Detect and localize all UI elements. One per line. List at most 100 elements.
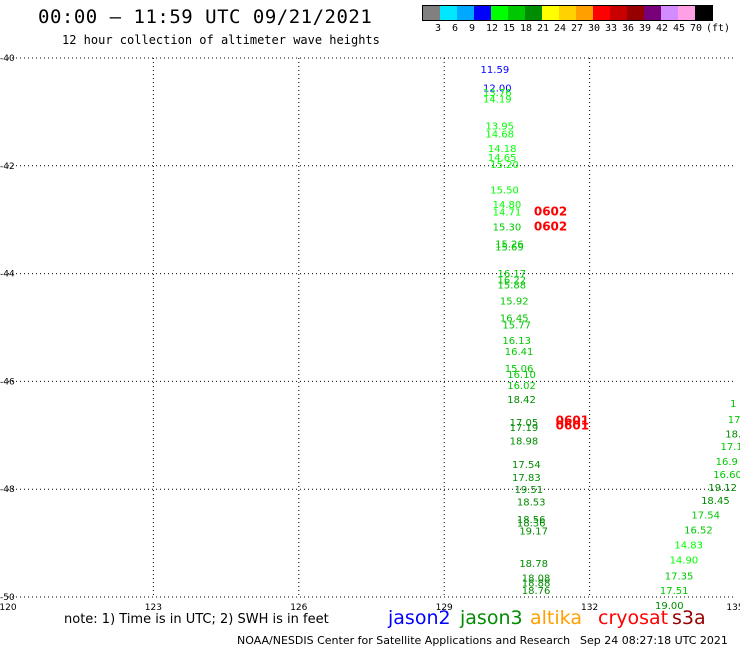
satellite-legend-altika: altika [530, 607, 582, 629]
swh-point-jason3: 15.06 [505, 364, 534, 375]
swh-point-jason3: 19.00 [655, 601, 684, 612]
legend-swatch [576, 6, 593, 20]
legend-swatch [542, 6, 559, 20]
legend-swatch [457, 6, 474, 20]
swh-point-jason3: 13.95 [485, 121, 514, 132]
swh-point-jason3: 17.51 [660, 586, 689, 597]
swh-point-jason3: 15.69 [495, 243, 524, 254]
swh-point-jason3: 19.51 [514, 485, 543, 496]
legend-swatch [559, 6, 576, 20]
swh-point-jason3: 14.80 [493, 200, 522, 211]
swh-point-jason3: 14.68 [485, 129, 514, 140]
swh-point-jason3: 14.18 [488, 144, 517, 155]
swh-point-jason3: 15.92 [500, 297, 529, 308]
swh-point-jason3: 18.88 [522, 578, 551, 589]
swh-point-jason3: 16.02 [507, 381, 536, 392]
legend-label: 3 [435, 23, 442, 34]
swh-point-jason3: 1 [730, 399, 736, 410]
swh-point-cryosat: 0602 [534, 205, 567, 219]
swh-point-jason3: 14.71 [493, 208, 522, 219]
legend-swatch [593, 6, 610, 20]
legend-label: 18 [520, 23, 533, 34]
legend-label: 27 [571, 23, 584, 34]
swh-point-jason3: 16.13 [502, 336, 531, 347]
legend-label: 39 [639, 23, 652, 34]
swh-point-jason3: 17.54 [691, 511, 720, 522]
legend-swatch [423, 6, 440, 20]
swh-point-jason3: 18.56 [517, 515, 546, 526]
footer-note: note: 1) Time is in UTC; 2) SWH is in fe… [64, 612, 329, 627]
swh-point-jason3: 19.17 [519, 527, 548, 538]
swh-point-jason3: 14.83 [674, 541, 703, 552]
legend-label: 12 [486, 23, 499, 34]
x-tick-label: 126 [290, 603, 307, 612]
swh-point-jason3: 17 [728, 415, 740, 426]
y-tick-label: -48 [0, 485, 15, 495]
swh-point-jason3: 13.76 [483, 88, 512, 99]
swh-point-jason3: 16.41 [505, 347, 534, 358]
legend-swatch [491, 6, 508, 20]
x-tick-label: 135 [726, 603, 740, 612]
swh-point-jason3: 16.17 [498, 269, 527, 280]
legend-label: 6 [452, 23, 459, 34]
swh-point-jason2: 12.00 [483, 84, 512, 95]
swh-point-jason3: 15.30 [493, 223, 522, 234]
legend-swatch [610, 6, 627, 20]
footer-timestamp: Sep 24 08:27:18 UTC 2021 [580, 634, 728, 647]
satellite-legend-jason3: jason3 [460, 607, 523, 629]
chart-subtitle: 12 hour collection of altimeter wave hei… [62, 33, 380, 47]
y-tick-label: -44 [0, 270, 15, 280]
swh-point-jason3: 15.88 [498, 280, 527, 291]
legend-swatch [627, 6, 644, 20]
swh-point-cryosat: 0601 [556, 419, 589, 433]
swh-point-jason3: 18.53 [517, 498, 546, 509]
swh-point-jason3: 17.54 [512, 460, 541, 471]
x-tick-label: 132 [581, 603, 598, 612]
legend-swatch [661, 6, 678, 20]
legend-label: 70 [690, 23, 703, 34]
footer-credit: NOAA/NESDIS Center for Satellite Applica… [237, 634, 571, 647]
swh-point-jason3: 15.20 [490, 160, 519, 171]
legend-label: 33 [605, 23, 618, 34]
legend-label: 9 [469, 23, 476, 34]
swh-point-jason3: 16.10 [507, 370, 536, 381]
legend-label: 45 [673, 23, 686, 34]
satellite-legend-jason2: jason2 [388, 607, 451, 629]
swh-point-jason3: 18.42 [507, 395, 536, 406]
swh-point-jason3: 17.1 [720, 442, 740, 453]
swh-point-jason3: 15.26 [495, 239, 524, 250]
y-tick-label: -40 [0, 54, 15, 64]
legend-swatch [474, 6, 491, 20]
legend-swatch [644, 6, 661, 20]
swh-point-jason3: 16.60 [713, 470, 740, 481]
swh-point-jason3: 17.35 [665, 571, 694, 582]
legend-swatches [422, 5, 713, 21]
swh-point-jason3: 18.78 [519, 559, 548, 570]
y-tick-label: -46 [0, 377, 15, 387]
swh-point-cryosat: 0602 [534, 220, 567, 234]
x-tick-label: 120 [0, 603, 17, 612]
swh-point-jason3: 18.76 [522, 586, 551, 597]
x-tick-label: 129 [436, 603, 453, 612]
swh-point-cryosat: 0601 [556, 414, 589, 428]
swh-point-jason3: 14.19 [483, 94, 512, 105]
y-tick-label: -42 [0, 162, 15, 172]
swh-point-jason3: 16.22 [498, 276, 527, 287]
legend-label: 21 [537, 23, 550, 34]
swh-point-jason3: 18.45 [701, 496, 730, 507]
legend-label: 42 [656, 23, 669, 34]
legend-swatch [678, 6, 695, 20]
legend-swatch [440, 6, 457, 20]
legend-label: 15 [503, 23, 516, 34]
swh-point-jason2: 11.59 [481, 65, 510, 76]
legend-swatch [508, 6, 525, 20]
swh-point-jason3: 18.36 [517, 519, 546, 530]
swh-point-jason3: 17.83 [512, 473, 541, 484]
legend-label: 30 [588, 23, 601, 34]
swh-point-jason3: 15.50 [490, 186, 519, 197]
swh-point-jason3: 18.08 [522, 574, 551, 585]
satellite-legend-cryosat: cryosat [598, 607, 669, 629]
legend-unit: (ft) [706, 23, 731, 34]
swh-point-jason3: 18.98 [510, 437, 539, 448]
swh-point-jason3: 14.90 [670, 555, 699, 566]
